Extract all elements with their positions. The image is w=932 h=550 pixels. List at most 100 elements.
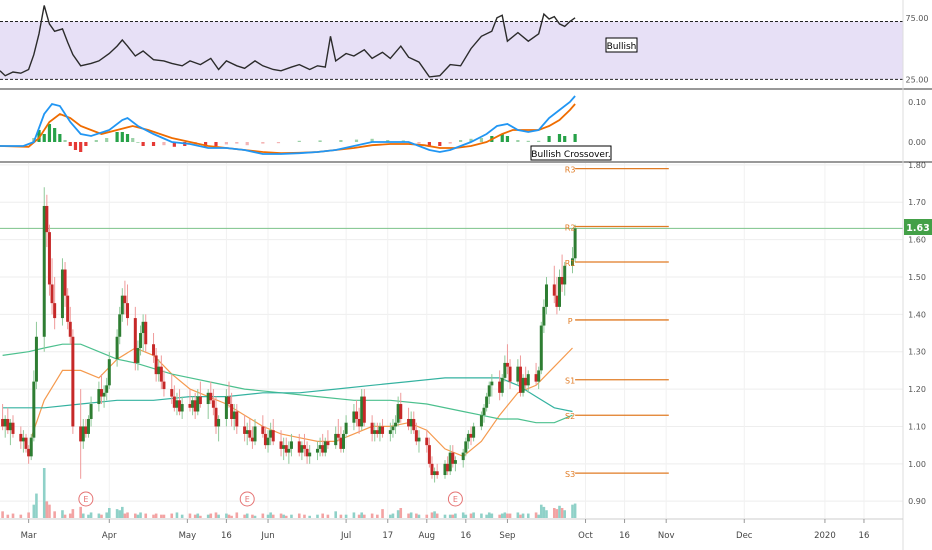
candle-body [448, 452, 452, 472]
volume-bar [68, 513, 72, 518]
candle-body [524, 377, 528, 386]
volume-bar [105, 512, 108, 518]
candle-body [396, 404, 400, 423]
candle-body [342, 433, 346, 449]
candle-body [537, 370, 541, 382]
volume-bar [573, 503, 577, 518]
candle-body [159, 366, 163, 382]
volume-bar [321, 513, 324, 518]
candle-body [175, 400, 179, 408]
candle-body [394, 422, 398, 427]
candle-body [526, 374, 530, 386]
macd-histogram-bar [276, 142, 281, 144]
volume-bar [144, 513, 148, 518]
candle-body [469, 433, 473, 438]
volume-bar [100, 514, 103, 518]
candle-body [157, 366, 161, 375]
volume-bar [162, 514, 166, 518]
candle-body [373, 430, 377, 434]
candle-body [287, 448, 291, 453]
volume-bar [563, 510, 567, 518]
candle-body [79, 426, 83, 442]
candle-body [344, 422, 348, 434]
volume-bar [175, 512, 179, 518]
candle-body [209, 392, 213, 401]
rsi-tick-label: 25.00 [906, 75, 929, 84]
volume-bar [48, 504, 51, 518]
last-price-label: 1.63 [906, 223, 929, 234]
candle-body [409, 418, 413, 427]
volume-bar [42, 468, 46, 518]
last-price-marker: 1.63 [904, 219, 932, 235]
macd-histogram-bar [224, 142, 229, 145]
candle-body [336, 433, 340, 438]
candle-body [224, 396, 228, 419]
candle-body [443, 463, 447, 476]
time-tick-label: Nov [658, 531, 675, 541]
macd-histogram-bar [245, 142, 249, 146]
candle-body [162, 381, 166, 390]
time-tick-label: 16 [460, 531, 471, 541]
candle-body [289, 441, 293, 449]
pivot-level-label: S1 [565, 377, 575, 386]
volume-bar [35, 493, 38, 518]
time-tick-label: Sep [499, 531, 515, 541]
candle-body [19, 433, 23, 442]
volume-bar [430, 512, 434, 518]
candle-body [508, 366, 512, 382]
time-tick-label: Apr [102, 531, 117, 541]
candle-body [115, 336, 119, 360]
volume-bar [526, 513, 530, 518]
volume-bar [391, 513, 395, 518]
volume-bar [555, 509, 559, 518]
candle-body [505, 362, 509, 367]
macd-annotation-label: Bullish Crossover. [531, 150, 610, 160]
macd-histogram-bar [203, 142, 208, 147]
candle-body [518, 366, 522, 393]
candle-body [571, 258, 575, 266]
candle-body [300, 445, 304, 453]
volume-bar [344, 514, 348, 518]
macd-histogram-bar [131, 138, 135, 142]
volume-bar [188, 513, 192, 518]
macd-histogram-bar [73, 142, 78, 150]
candle-body [81, 426, 85, 442]
candle-body [302, 445, 306, 449]
candle-body [120, 295, 124, 315]
macd-annotation: Bullish Crossover. [530, 145, 612, 161]
candle-body [391, 426, 395, 431]
candle-body [461, 452, 465, 461]
price-tick-label: 0.90 [908, 497, 926, 506]
candle-body [375, 430, 379, 434]
macd-histogram-bar [151, 142, 156, 146]
candle-body [557, 276, 561, 307]
volume-bar [537, 514, 540, 518]
volume-bar [290, 514, 293, 518]
macd-histogram-bar [235, 142, 239, 144]
volume-bar [389, 514, 392, 518]
volume-bar [519, 514, 522, 518]
volume-bar [435, 513, 439, 518]
volume-bar [1, 511, 4, 518]
candle-body [412, 418, 416, 431]
volume-bar [107, 508, 111, 518]
candle-body [284, 445, 288, 453]
macd-histogram-bar [79, 142, 83, 152]
earnings-marker [78, 491, 94, 507]
rsi-line [0, 5, 576, 78]
candle-body [417, 437, 421, 442]
candle-body [360, 396, 364, 427]
rsi-panel: 75.00 25.00 [0, 5, 932, 90]
volume-bar [279, 513, 283, 518]
volume-bar [71, 509, 75, 518]
candle-body [487, 385, 491, 397]
candle-body [318, 445, 322, 449]
time-tick-label: 16 [619, 531, 630, 541]
candle-body [63, 269, 67, 296]
candle-body [123, 295, 127, 304]
volume-bar [472, 512, 475, 518]
macd-histogram-bar [370, 138, 374, 142]
candle-body [446, 463, 450, 472]
candle-body [362, 396, 366, 423]
rsi-band [0, 21, 903, 80]
